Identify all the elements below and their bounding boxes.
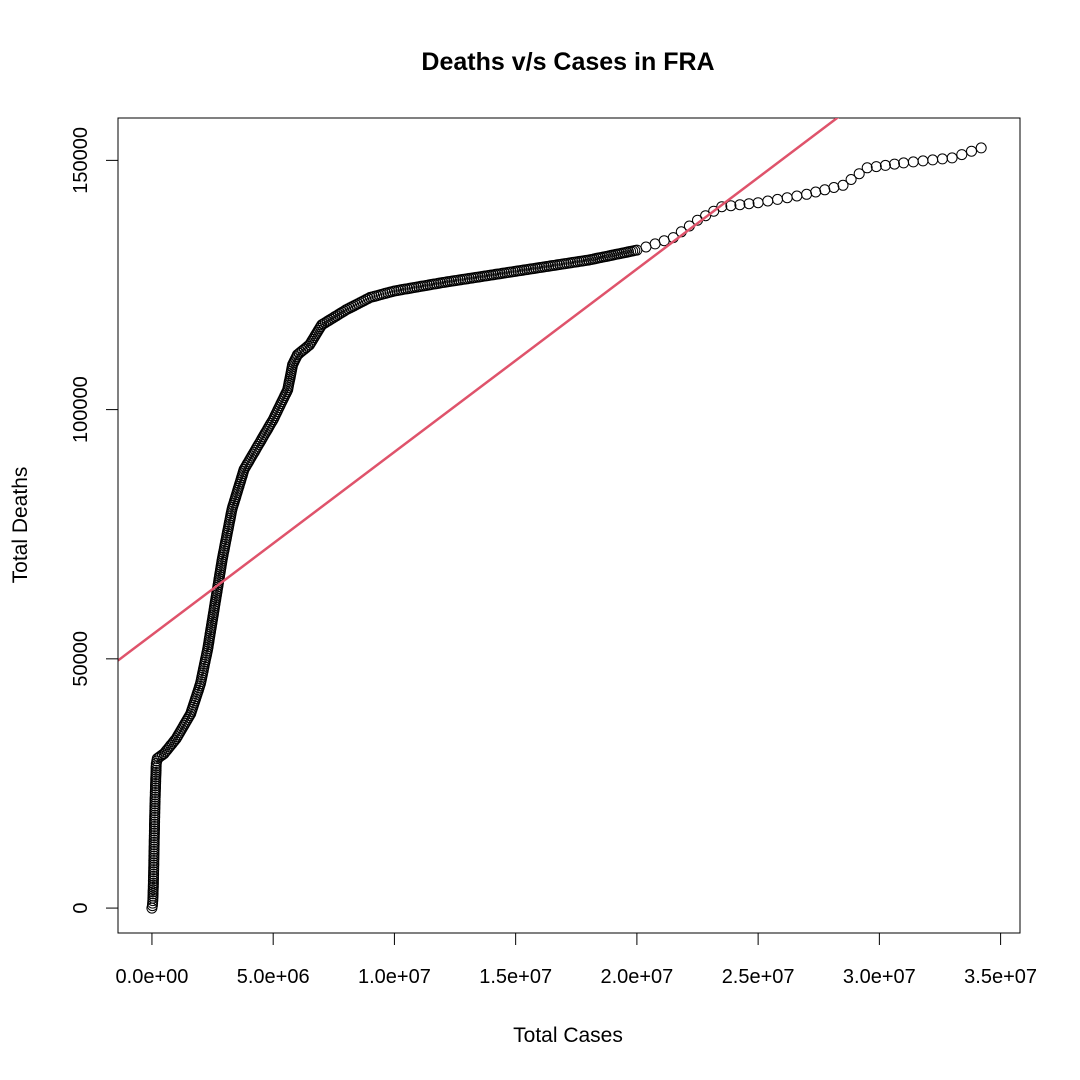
data-point bbox=[853, 168, 865, 180]
data-point bbox=[898, 157, 910, 169]
data-point bbox=[149, 821, 160, 832]
data-point bbox=[927, 154, 939, 166]
data-point bbox=[149, 823, 160, 835]
data-point bbox=[837, 179, 849, 191]
data-point bbox=[917, 155, 929, 167]
chart-title: Deaths v/s Cases in FRA bbox=[421, 48, 714, 76]
data-point bbox=[148, 848, 160, 860]
x-tick-label: 0.0e+00 bbox=[116, 966, 189, 988]
y-axis: 0 50000 100000 150000 bbox=[70, 127, 119, 914]
data-point bbox=[658, 235, 670, 247]
x-tick-label: 3.5e+07 bbox=[964, 966, 1037, 988]
data-point bbox=[147, 877, 159, 889]
y-tick-label: 0 bbox=[70, 903, 92, 914]
data-point bbox=[149, 807, 161, 819]
data-point bbox=[149, 796, 161, 808]
x-tick-label: 2.5e+07 bbox=[722, 966, 795, 988]
data-point bbox=[147, 895, 159, 907]
y-tick-label: 50000 bbox=[70, 631, 92, 687]
data-point bbox=[819, 184, 831, 196]
data-point bbox=[946, 152, 958, 164]
data-point bbox=[762, 195, 774, 207]
data-point bbox=[640, 241, 652, 253]
data-point bbox=[148, 836, 160, 848]
data-point bbox=[743, 198, 755, 210]
data-point bbox=[148, 827, 160, 839]
data-point bbox=[148, 843, 160, 855]
data-point bbox=[861, 162, 873, 174]
data-point bbox=[772, 193, 783, 205]
data-point bbox=[828, 182, 840, 193]
data-point bbox=[150, 782, 161, 794]
x-tick-label: 2.0e+07 bbox=[600, 966, 673, 988]
data-point bbox=[149, 816, 161, 828]
x-tick-label: 3.0e+07 bbox=[843, 966, 916, 988]
x-tick-label: 5.0e+06 bbox=[237, 966, 310, 988]
data-point bbox=[734, 199, 746, 211]
data-points bbox=[146, 142, 987, 914]
data-point bbox=[781, 192, 793, 204]
data-point bbox=[845, 174, 857, 185]
data-point bbox=[148, 864, 160, 876]
y-tick-label: 150000 bbox=[70, 127, 92, 194]
data-point bbox=[801, 188, 813, 200]
data-point bbox=[889, 158, 900, 170]
regression-layer bbox=[118, 118, 840, 662]
data-point bbox=[810, 186, 822, 198]
x-axis-label: Total Cases bbox=[513, 1024, 623, 1047]
data-point bbox=[149, 789, 161, 801]
x-tick-label: 1.5e+07 bbox=[479, 966, 552, 988]
data-point bbox=[148, 857, 160, 869]
data-point bbox=[752, 197, 764, 209]
x-tick-label: 1.0e+07 bbox=[358, 966, 431, 988]
data-point bbox=[956, 149, 968, 161]
plot-frame bbox=[117, 117, 1021, 934]
data-point bbox=[966, 145, 977, 157]
y-tick-label: 100000 bbox=[70, 376, 92, 443]
data-point bbox=[791, 190, 803, 202]
data-point bbox=[879, 159, 891, 171]
data-point bbox=[716, 201, 728, 213]
data-point bbox=[907, 156, 919, 168]
data-point bbox=[649, 238, 661, 250]
data-point bbox=[975, 142, 987, 154]
y-axis-label: Total Deaths bbox=[9, 467, 32, 584]
data-point bbox=[870, 161, 882, 173]
data-point bbox=[148, 868, 160, 880]
x-axis: 0.0e+00 5.0e+06 1.0e+07 1.5e+07 2.0e+07 2.5e+… bbox=[116, 932, 1037, 988]
data-point bbox=[936, 153, 948, 165]
data-point bbox=[149, 802, 161, 814]
data-point bbox=[725, 200, 737, 212]
regression-line bbox=[118, 118, 840, 662]
